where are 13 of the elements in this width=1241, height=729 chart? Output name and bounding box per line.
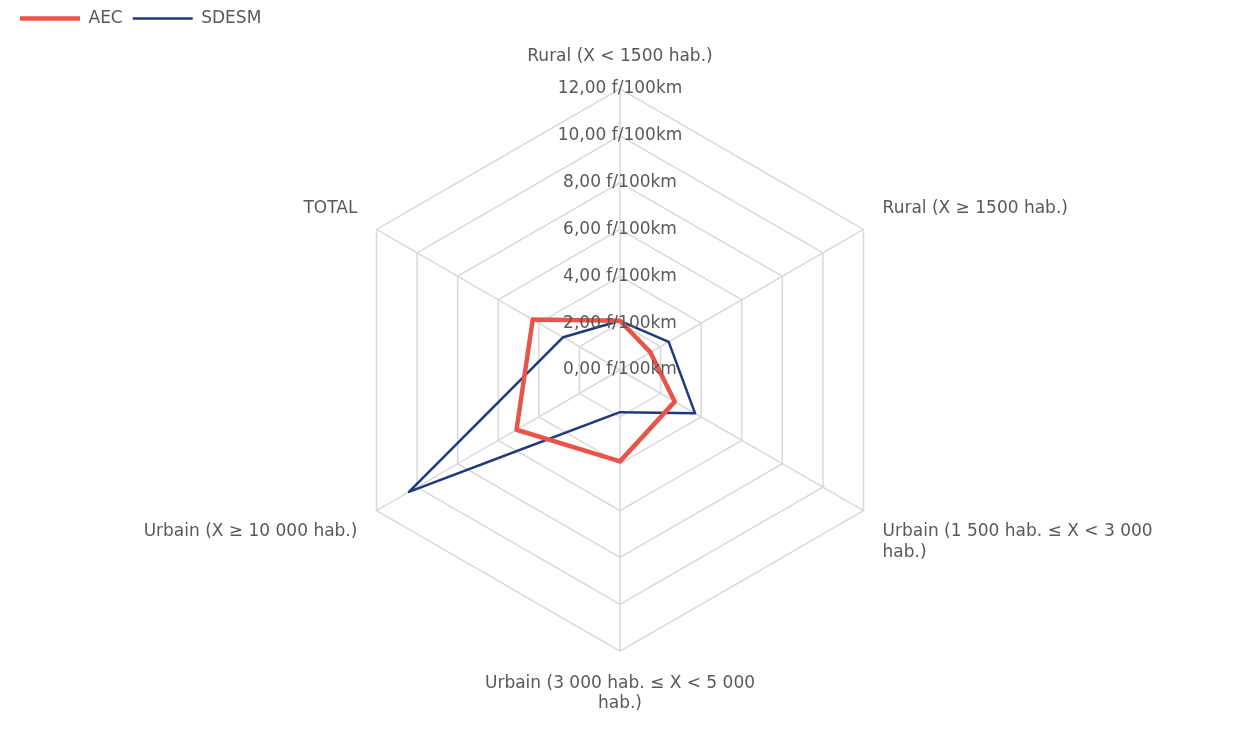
spoke-label: Rural (X < 1500 hab.) — [527, 45, 713, 66]
y-tick-label: 8,00 f/100km — [563, 170, 677, 191]
y-tick-label: 10,00 f/100km — [557, 124, 683, 145]
spoke-label: Urbain (3 000 hab. ≤ X < 5 000 hab.) — [484, 671, 756, 713]
spoke-label: TOTAL — [302, 196, 358, 217]
legend-label: SDESM — [201, 6, 262, 27]
spoke-label: Urbain (1 500 hab. ≤ X < 3 000 hab.) — [882, 520, 1153, 561]
legend-label: AEC — [88, 6, 123, 27]
spoke-label: Rural (X ≥ 1500 hab.) — [882, 196, 1068, 217]
y-tick-label: 6,00 f/100km — [563, 217, 677, 238]
spoke-label: Urbain (X ≥ 10 000 hab.) — [143, 520, 358, 541]
y-tick-label: 12,00 f/100km — [557, 77, 683, 98]
y-tick-label: 4,00 f/100km — [563, 264, 677, 285]
